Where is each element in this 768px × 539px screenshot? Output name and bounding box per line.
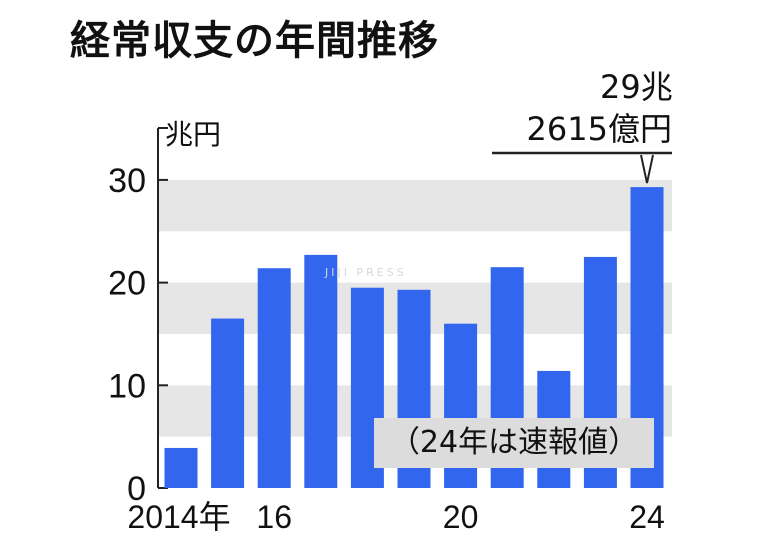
y-tick-label: 20 <box>108 265 146 303</box>
annotation-pointer <box>640 154 654 184</box>
bar-2017 <box>304 254 338 488</box>
x-tick-label: 16 <box>256 499 292 535</box>
x-tick-label: 2014年 <box>127 499 230 535</box>
annotation-line2: 2615億円 <box>526 110 672 148</box>
chart-title: 経常収支の年間推移 <box>70 18 439 64</box>
bar-2015 <box>211 318 245 488</box>
x-tick-label: 24 <box>629 499 665 535</box>
annotation-line1: 29兆 <box>600 68 673 106</box>
bar-2014 <box>164 447 198 488</box>
y-tick-label: 30 <box>108 162 146 200</box>
grid-band <box>158 179 672 232</box>
preliminary-note: （24年は速報値） <box>374 418 654 468</box>
watermark: JIJI PRESS <box>325 266 407 279</box>
bar-2016 <box>257 268 291 488</box>
x-tick-label: 20 <box>443 499 479 535</box>
y-axis-unit-label: 兆円 <box>165 118 222 151</box>
y-tick-label: 0 <box>127 470 146 508</box>
y-tick-label: 10 <box>108 367 146 405</box>
